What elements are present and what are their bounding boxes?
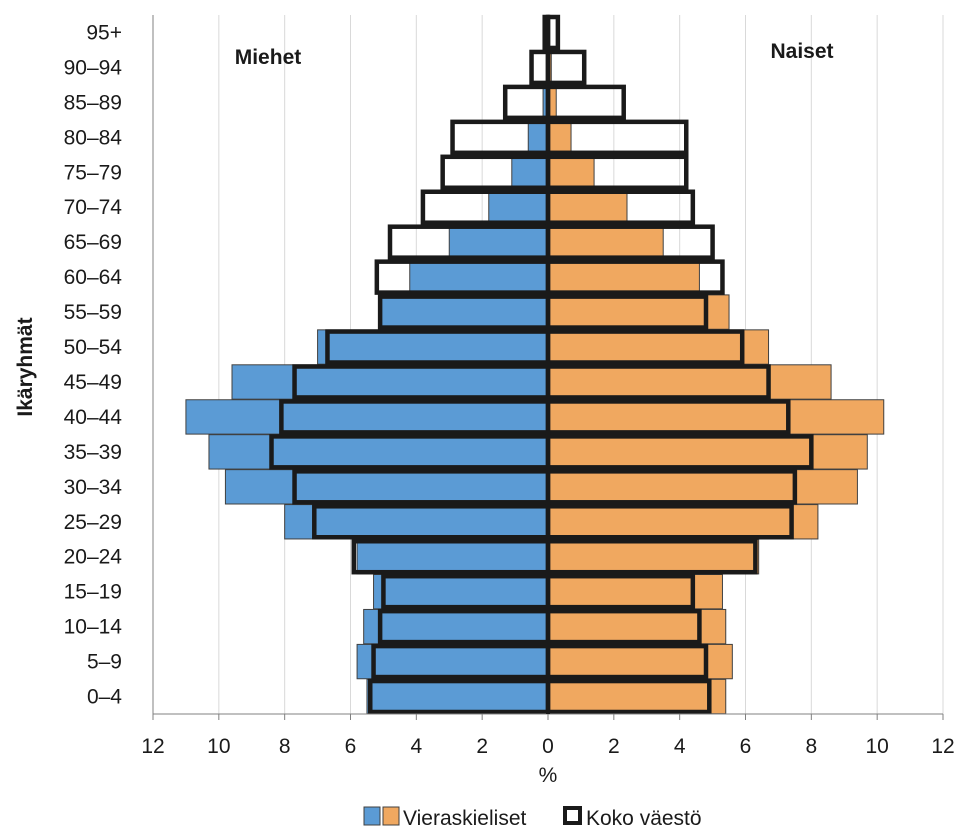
axes — [152, 15, 944, 720]
bar-vieraskieliset-men-3 — [373, 574, 549, 610]
bar-vieraskieliset-men-8 — [185, 399, 549, 435]
legend: Vieraskieliset Koko väestö — [363, 806, 702, 830]
x-tick-label-7: 2 — [608, 735, 620, 758]
bar-vieraskieliset-women-3 — [547, 574, 723, 610]
y-tick-label-8: 40–44 — [64, 406, 123, 429]
y-tick-label-3: 15–19 — [64, 581, 122, 604]
y-tick-labels: 0–4 5–9 10–14 15–19 20–24 25–29 30–34 35–39 40–4… — [64, 21, 123, 708]
bar-vieraskieliset-men-12 — [409, 259, 549, 295]
legend-label-koko-vaesto: Koko väestö — [586, 807, 702, 830]
bar-vieraskieliset-women-16 — [547, 119, 572, 155]
bar-koko-vaesto-men-18 — [529, 49, 551, 86]
bar-vieraskieliset-women-9 — [547, 364, 832, 400]
y-tick-label-16: 80–84 — [64, 126, 123, 149]
legend-swatch-vieraskieliset-men — [363, 806, 381, 826]
bar-vieraskieliset-men-4 — [356, 539, 549, 575]
x-tick-label-9: 6 — [740, 735, 752, 758]
x-tick-labels: 12 10 8 6 4 2 0 2 4 6 8 10 12 — [141, 735, 954, 758]
x-axis-title: % — [539, 764, 558, 787]
x-tick-label-10: 8 — [805, 735, 817, 758]
bar-vieraskieliset-women-10 — [547, 329, 770, 365]
x-tick-label-0: 12 — [141, 735, 164, 758]
y-tick-label-18: 90–94 — [64, 56, 123, 79]
y-tick-label-15: 75–79 — [64, 161, 122, 184]
x-tick-label-5: 2 — [476, 735, 488, 758]
bar-vieraskieliset-men-5 — [284, 504, 549, 540]
y-tick-label-19: 95+ — [86, 21, 122, 44]
y-tick-label-9: 45–49 — [64, 371, 122, 394]
x-tick-label-3: 6 — [345, 735, 357, 758]
bar-vieraskieliset-women-7 — [547, 434, 868, 470]
y-tick-label-5: 25–29 — [64, 511, 122, 534]
x-tick-label-12: 12 — [931, 735, 954, 758]
bar-vieraskieliset-women-5 — [547, 504, 819, 540]
y-tick-label-0: 0–4 — [87, 686, 122, 709]
y-tick-label-2: 10–14 — [64, 616, 123, 639]
x-tick-label-6: 0 — [542, 735, 554, 758]
bar-vieraskieliset-men-1 — [356, 643, 549, 680]
x-tick-label-2: 8 — [279, 735, 291, 758]
y-tick-label-14: 70–74 — [64, 196, 123, 219]
x-tick-label-1: 10 — [207, 735, 230, 758]
bar-vieraskieliset-men-9 — [231, 364, 549, 400]
y-tick-label-4: 20–24 — [64, 546, 123, 569]
legend-swatch-koko-vaesto — [563, 806, 582, 825]
bar-vieraskieliset-men-11 — [379, 294, 549, 330]
left-side-label: Miehet — [235, 46, 302, 69]
y-tick-label-10: 50–54 — [64, 336, 123, 359]
y-tick-label-7: 35–39 — [64, 441, 122, 464]
y-tick-label-17: 85–89 — [64, 91, 122, 114]
y-tick-label-11: 55–59 — [64, 301, 122, 324]
legend-label-vieraskieliset: Vieraskieliset — [403, 807, 526, 830]
bar-vieraskieliset-men-15 — [511, 154, 549, 190]
bar-vieraskieliset-women-11 — [547, 294, 730, 330]
bar-koko-vaesto-men-17 — [502, 84, 551, 121]
bar-vieraskieliset-men-2 — [363, 608, 549, 645]
bar-vieraskieliset-men-6 — [224, 469, 549, 505]
bar-vieraskieliset-women-1 — [547, 643, 733, 680]
y-tick-label-12: 60–64 — [64, 266, 123, 289]
bar-vieraskieliset-women-8 — [547, 399, 885, 435]
x-tick-label-8: 4 — [674, 735, 686, 758]
koko-vaesto-bars — [269, 14, 814, 715]
vieraskieliset-bars — [185, 14, 885, 715]
y-tick-label-1: 5–9 — [87, 651, 122, 674]
bar-vieraskieliset-women-4 — [547, 539, 760, 575]
y-tick-label-6: 30–34 — [64, 476, 123, 499]
bar-vieraskieliset-men-10 — [317, 329, 549, 365]
bar-vieraskieliset-women-0 — [547, 678, 727, 715]
legend-swatch-vieraskieliset-women — [382, 806, 400, 826]
bar-vieraskieliset-women-12 — [547, 259, 700, 295]
bar-vieraskieliset-women-13 — [547, 224, 664, 260]
y-tick-label-13: 65–69 — [64, 231, 122, 254]
x-tick-label-11: 10 — [865, 735, 888, 758]
right-side-label: Naiset — [770, 40, 833, 63]
bar-vieraskieliset-men-7 — [208, 434, 549, 470]
bar-vieraskieliset-women-14 — [547, 189, 628, 225]
y-axis-title: Ikäryhmät — [14, 317, 37, 416]
bar-vieraskieliset-men-14 — [488, 189, 549, 225]
x-tick-label-4: 4 — [410, 735, 422, 758]
bar-vieraskieliset-men-0 — [366, 678, 549, 715]
bar-vieraskieliset-women-6 — [547, 469, 858, 505]
bar-koko-vaesto-women-17 — [545, 84, 626, 121]
bar-koko-vaesto-women-18 — [545, 49, 587, 86]
bar-vieraskieliset-men-13 — [448, 224, 549, 260]
bar-vieraskieliset-women-15 — [547, 154, 595, 190]
bar-vieraskieliset-men-16 — [527, 119, 549, 155]
